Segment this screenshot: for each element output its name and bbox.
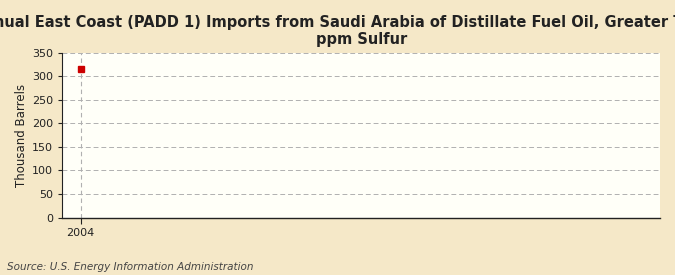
Y-axis label: Thousand Barrels: Thousand Barrels bbox=[15, 84, 28, 187]
Title: Annual East Coast (PADD 1) Imports from Saudi Arabia of Distillate Fuel Oil, Gre: Annual East Coast (PADD 1) Imports from … bbox=[0, 15, 675, 47]
Text: Source: U.S. Energy Information Administration: Source: U.S. Energy Information Administ… bbox=[7, 262, 253, 272]
